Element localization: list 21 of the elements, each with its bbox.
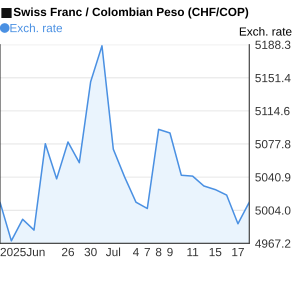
y-tick-label: 5151.4	[255, 74, 291, 82]
legend-label: Exch. rate	[10, 24, 62, 32]
y-tick-label: 5004.0	[255, 206, 290, 215]
x-tick-label: 11	[187, 248, 198, 256]
x-tick-label: 7	[144, 248, 150, 256]
x-tick-label: 17	[232, 248, 244, 256]
y-tick-label: 5040.9	[255, 173, 290, 182]
y-tick-label: 4967.2	[255, 239, 290, 248]
x-tick-label: 9	[167, 248, 173, 256]
x-tick-label: 30	[84, 248, 97, 256]
y-tick-label: 5077.8	[255, 140, 290, 148]
chart-title: Swiss Franc / Colombian Peso (CHF/COP)	[14, 7, 248, 18]
x-tick-label: 26	[62, 248, 74, 256]
x-tick-label: Jul	[106, 248, 120, 256]
y-axis-title: Exch. rate	[240, 27, 292, 36]
x-tick-label: 2025Jun	[0, 248, 45, 256]
x-tick-label: 8	[156, 248, 162, 256]
x-tick-label: 4	[132, 248, 139, 256]
x-tick-label: 15	[210, 248, 222, 256]
y-tick-label: 5114.6	[255, 106, 290, 116]
y-tick-label: 5188.3	[255, 40, 290, 50]
